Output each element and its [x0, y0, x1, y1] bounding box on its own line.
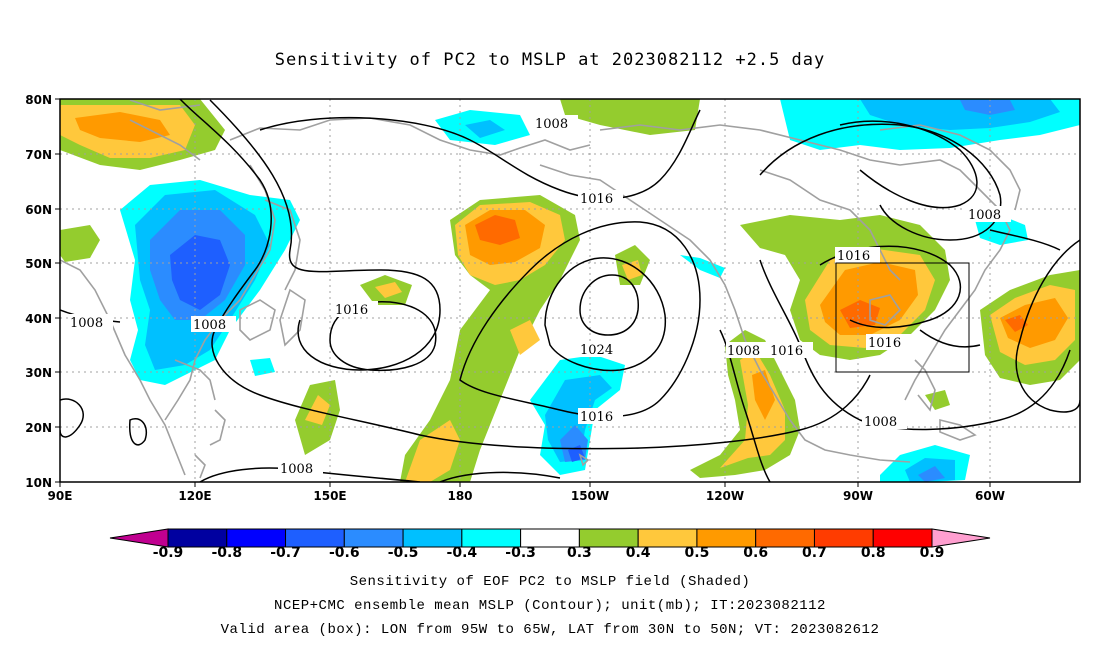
- map-frame: [59, 98, 1081, 483]
- contour-label: 1008: [864, 415, 897, 430]
- contour-label-group: 1008 1016 1008 1008 1016 1024 1016 1008 …: [68, 115, 1011, 477]
- shade-orange-nw: [75, 112, 170, 142]
- contour-label: 1016: [580, 410, 613, 425]
- shade-midblue-greenland: [960, 100, 1015, 115]
- contour-label: 1008: [193, 318, 226, 333]
- lon-label: 120E: [178, 489, 211, 503]
- colorbar-labels: -0.9 -0.8 -0.7 -0.6 -0.5 -0.4 -0.3 0.3 0.4 0.5 0.6…: [153, 545, 945, 561]
- shade-darkblue-asia: [170, 235, 230, 310]
- shade-yellow-mexico: [720, 350, 785, 468]
- colorbar-label: 0.4: [626, 545, 651, 561]
- lat-label: 30N: [25, 366, 52, 380]
- lon-label: 120W: [706, 489, 744, 503]
- lat-label: 40N: [25, 312, 52, 326]
- shade-yellow-pacific-low: [405, 420, 460, 482]
- shade-green-left-mid: [60, 225, 100, 262]
- shade-green-atl-small: [925, 390, 950, 410]
- contour-label: 1016: [335, 303, 368, 318]
- colorbar-label: 0.8: [861, 545, 886, 561]
- shade-yellow-pacific-mid: [510, 320, 540, 355]
- shading-layer: [60, 99, 1080, 482]
- coastlines: [60, 99, 1021, 479]
- colorbar-label: -0.9: [153, 545, 184, 561]
- shade-midblue-caribbean: [918, 466, 945, 482]
- lat-label: 20N: [25, 421, 52, 435]
- colorbar-label: 0.9: [920, 545, 945, 561]
- valid-area-box: [835, 262, 970, 373]
- colorbar-label: -0.4: [447, 545, 478, 561]
- colorbar-label: 0.3: [567, 545, 592, 561]
- colorbar-label: -0.6: [329, 545, 360, 561]
- lat-label: 60N: [25, 203, 52, 217]
- caption-line-3: Valid area (box): LON from 95W to 65W, L…: [220, 622, 880, 638]
- axis-ticks: [55, 98, 991, 487]
- colorbar-label: -0.7: [270, 545, 301, 561]
- contour-label: 1016: [868, 336, 901, 351]
- shade-orangered-pacific: [475, 215, 520, 245]
- contour-label: 1008: [727, 344, 760, 359]
- shade-green-arctic: [560, 99, 700, 135]
- lat-label: 80N: [25, 93, 52, 107]
- contour-label: 1016: [837, 249, 870, 264]
- shade-cyan-alaska: [680, 255, 725, 278]
- colorbar-label: 0.5: [685, 545, 710, 561]
- contour-label: 1008: [280, 462, 313, 477]
- lon-label: 60W: [975, 489, 1005, 503]
- shade-orange-atlantic: [1000, 298, 1068, 348]
- lon-label: 90W: [843, 489, 873, 503]
- lon-label: 180: [447, 489, 472, 503]
- colorbar-right-tip: [931, 528, 991, 548]
- colorbar-label: 0.7: [802, 545, 827, 561]
- contour-label: 1008: [968, 208, 1001, 223]
- contour-label: 1008: [535, 117, 568, 132]
- shade-yellow-west-sub: [305, 395, 330, 425]
- contour-label: 1024: [580, 343, 613, 358]
- caption-line-1: Sensitivity of EOF PC2 to MSLP field (Sh…: [349, 574, 751, 590]
- shade-yellow-gulf-ak: [622, 260, 642, 280]
- colorbar-left-tip: [109, 528, 169, 548]
- lon-label: 90E: [48, 489, 73, 503]
- contour-label: 1016: [580, 192, 613, 207]
- colorbar-label: -0.3: [505, 545, 536, 561]
- lat-label: 70N: [25, 148, 52, 162]
- lat-label: 10N: [25, 476, 52, 490]
- lat-label: 50N: [25, 257, 52, 271]
- shade-lightblue-arctic: [465, 120, 505, 138]
- shade-orangered-atlantic: [1005, 315, 1028, 332]
- shade-cyan-labrador: [975, 215, 1028, 245]
- lat-labels: 80N 70N 60N 50N 40N 30N 20N 10N: [25, 93, 52, 490]
- contour-label: 1016: [770, 344, 803, 359]
- colorbar-label: 0.6: [743, 545, 768, 561]
- colorbar-swatches: [167, 528, 933, 548]
- shade-orange-mexico: [752, 370, 775, 420]
- chart-title: Sensitivity of PC2 to MSLP at 2023082112…: [274, 50, 826, 70]
- lon-label: 150E: [313, 489, 346, 503]
- lon-label: 150W: [571, 489, 609, 503]
- shade-cyan-asia-small: [250, 358, 275, 376]
- caption-line-2: NCEP+CMC ensemble mean MSLP (Contour); u…: [274, 598, 826, 614]
- colorbar-label: -0.5: [388, 545, 419, 561]
- contour-label: 1008: [70, 316, 103, 331]
- lon-labels: 90E 120E 150E 180 150W 120W 90W 60W: [48, 489, 1005, 503]
- colorbar-label: -0.8: [211, 545, 242, 561]
- shade-yellow-160e: [375, 282, 402, 298]
